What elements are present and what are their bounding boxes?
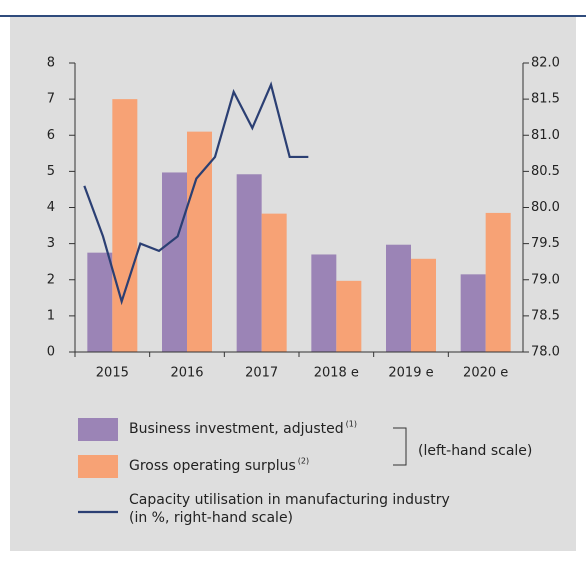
y2-tick-label: 81.0 — [531, 128, 560, 143]
y2-tick-label: 79.5 — [531, 236, 560, 251]
line — [83, 81, 309, 306]
bar — [460, 274, 486, 352]
legend-swatch — [78, 455, 118, 478]
y-tick-label: 4 — [47, 200, 55, 215]
bracket-label: (left-hand scale) — [418, 443, 532, 459]
y2-tick-label: 78.0 — [531, 345, 560, 360]
y-tick-label: 2 — [47, 272, 55, 287]
y2-tick-label: 80.5 — [531, 164, 560, 179]
bar — [236, 174, 262, 352]
x-tick-label: 2018 e — [314, 366, 359, 381]
legend-footnote: (2) — [298, 457, 309, 466]
bar — [485, 212, 511, 352]
y2-tick-label: 81.5 — [531, 92, 560, 107]
bar — [162, 172, 187, 352]
bracket — [393, 427, 407, 466]
bar — [261, 213, 287, 352]
y2-tick-label: 79.0 — [531, 272, 560, 287]
legend-swatch — [78, 418, 118, 441]
bar — [336, 280, 362, 352]
y2-tick-label: 82.0 — [531, 56, 560, 71]
x-tick-label: 2019 e — [388, 366, 433, 381]
bar — [187, 131, 212, 352]
x-tick-label: 2016 — [170, 366, 203, 381]
x-tick-label: 2017 — [245, 366, 278, 381]
legend-label: Capacity utilisation in manufacturing in… — [129, 492, 450, 508]
legend-label: (in %, right-hand scale) — [129, 510, 293, 526]
x-tick-label: 2015 — [96, 366, 129, 381]
legend-label: Gross operating surplus — [129, 458, 296, 474]
y2-tick-label: 78.5 — [531, 308, 560, 323]
bar — [87, 252, 113, 352]
legend-label: Business investment, adjusted — [129, 421, 344, 437]
y-tick-label: 7 — [47, 92, 55, 107]
bar — [112, 99, 138, 352]
y-tick-label: 0 — [47, 345, 55, 360]
x-tick-label: 2020 e — [463, 366, 508, 381]
y2-tick-label: 80.0 — [531, 200, 560, 215]
bar — [411, 258, 436, 352]
y-tick-label: 3 — [47, 236, 55, 251]
y-tick-label: 8 — [47, 56, 55, 71]
bar — [386, 244, 411, 352]
y-tick-label: 5 — [47, 164, 55, 179]
bar — [311, 254, 337, 352]
y-tick-label: 1 — [47, 308, 55, 323]
legend-footnote: (1) — [346, 420, 357, 429]
y-tick-label: 6 — [47, 128, 55, 143]
